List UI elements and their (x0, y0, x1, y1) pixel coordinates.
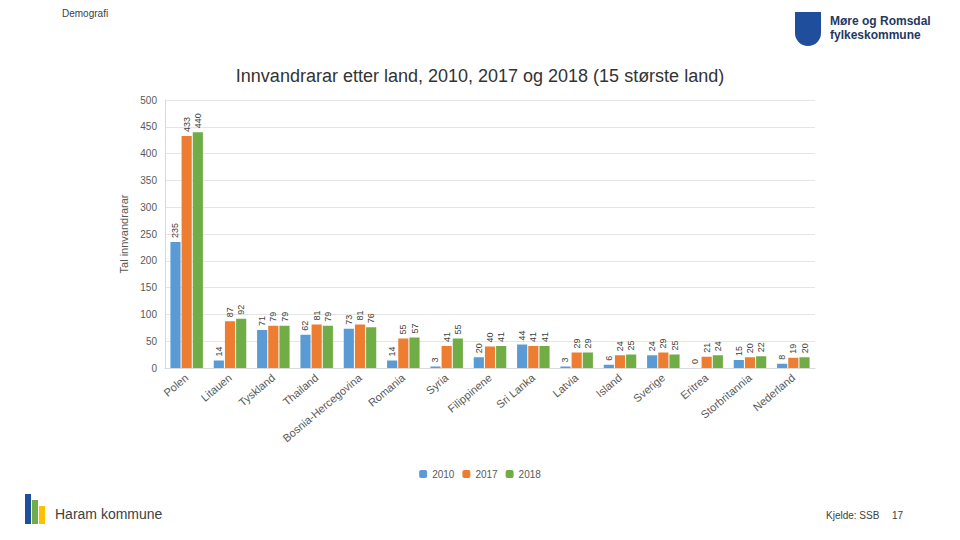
svg-text:235: 235 (170, 223, 180, 238)
svg-text:29: 29 (658, 338, 668, 348)
svg-text:21: 21 (702, 343, 712, 353)
svg-text:41: 41 (528, 332, 538, 342)
svg-text:92: 92 (236, 305, 246, 315)
svg-text:Kjelde: SSB: Kjelde: SSB (826, 510, 880, 521)
svg-text:55: 55 (453, 325, 463, 335)
svg-text:Sverige: Sverige (631, 371, 667, 404)
svg-text:100: 100 (140, 309, 157, 320)
svg-text:24: 24 (647, 341, 657, 351)
svg-text:41: 41 (540, 332, 550, 342)
svg-text:50: 50 (146, 336, 158, 347)
svg-text:76: 76 (366, 313, 376, 323)
svg-text:25: 25 (670, 341, 680, 351)
svg-text:2018: 2018 (519, 469, 542, 480)
svg-text:41: 41 (496, 332, 506, 342)
svg-text:Latvia: Latvia (550, 371, 581, 400)
svg-text:44: 44 (517, 330, 527, 340)
svg-text:0: 0 (690, 359, 700, 364)
svg-text:Bosnia-Hercegovina: Bosnia-Hercegovina (280, 371, 364, 444)
svg-text:62: 62 (300, 321, 310, 331)
svg-text:2017: 2017 (475, 469, 498, 480)
svg-text:Sri Lanka: Sri Lanka (494, 371, 538, 411)
svg-text:Litauen: Litauen (198, 371, 233, 403)
svg-text:Eritrea: Eritrea (678, 371, 711, 402)
svg-text:40: 40 (485, 333, 495, 343)
svg-text:22: 22 (756, 342, 766, 352)
svg-text:15: 15 (734, 346, 744, 356)
svg-text:20: 20 (745, 343, 755, 353)
svg-text:29: 29 (583, 338, 593, 348)
svg-text:Thailand: Thailand (280, 371, 320, 407)
svg-text:Tyskland: Tyskland (236, 371, 277, 408)
svg-text:14: 14 (214, 346, 224, 356)
svg-text:400: 400 (140, 148, 157, 159)
svg-text:8: 8 (777, 355, 787, 360)
svg-text:20: 20 (800, 343, 810, 353)
svg-text:Polen: Polen (161, 371, 190, 398)
svg-text:71: 71 (257, 316, 267, 326)
svg-text:81: 81 (312, 311, 322, 321)
svg-text:79: 79 (280, 312, 290, 322)
svg-text:0: 0 (151, 363, 157, 374)
svg-text:24: 24 (713, 341, 723, 351)
svg-text:Haram kommune: Haram kommune (55, 506, 163, 522)
svg-text:41: 41 (442, 332, 452, 342)
svg-text:81: 81 (355, 311, 365, 321)
svg-text:Island: Island (594, 371, 624, 399)
svg-text:73: 73 (344, 315, 354, 325)
svg-text:Syria: Syria (424, 371, 452, 397)
svg-text:Romania: Romania (366, 371, 408, 409)
svg-text:350: 350 (140, 175, 157, 186)
svg-text:57: 57 (410, 323, 420, 333)
svg-text:Tal innvandrarar: Tal innvandrarar (118, 194, 130, 273)
svg-text:3: 3 (560, 357, 570, 362)
svg-text:24: 24 (615, 341, 625, 351)
svg-text:6: 6 (604, 356, 614, 361)
svg-text:450: 450 (140, 121, 157, 132)
svg-text:17: 17 (892, 510, 904, 521)
svg-text:Møre og Romsdal: Møre og Romsdal (830, 14, 931, 28)
svg-text:20: 20 (474, 343, 484, 353)
svg-text:79: 79 (268, 312, 278, 322)
svg-text:Storbritannia: Storbritannia (698, 371, 754, 421)
svg-text:440: 440 (193, 113, 203, 128)
svg-text:Nederland: Nederland (751, 371, 798, 413)
svg-text:14: 14 (387, 346, 397, 356)
svg-text:55: 55 (398, 325, 408, 335)
svg-text:87: 87 (225, 307, 235, 317)
svg-text:79: 79 (323, 312, 333, 322)
svg-text:150: 150 (140, 282, 157, 293)
svg-text:29: 29 (572, 338, 582, 348)
svg-text:200: 200 (140, 255, 157, 266)
svg-text:25: 25 (626, 341, 636, 351)
svg-text:300: 300 (140, 202, 157, 213)
svg-text:500: 500 (140, 95, 157, 106)
svg-text:Filippinene: Filippinene (445, 371, 493, 414)
svg-text:19: 19 (788, 344, 798, 354)
svg-text:3: 3 (430, 357, 440, 362)
svg-text:Innvandrarar etter land, 2010,: Innvandrarar etter land, 2010, 2017 og 2… (236, 66, 724, 86)
svg-text:250: 250 (140, 229, 157, 240)
svg-text:433: 433 (182, 117, 192, 132)
svg-text:Demografi: Demografi (62, 8, 108, 19)
svg-text:2010: 2010 (432, 469, 455, 480)
svg-text:fylkeskommune: fylkeskommune (830, 28, 921, 42)
